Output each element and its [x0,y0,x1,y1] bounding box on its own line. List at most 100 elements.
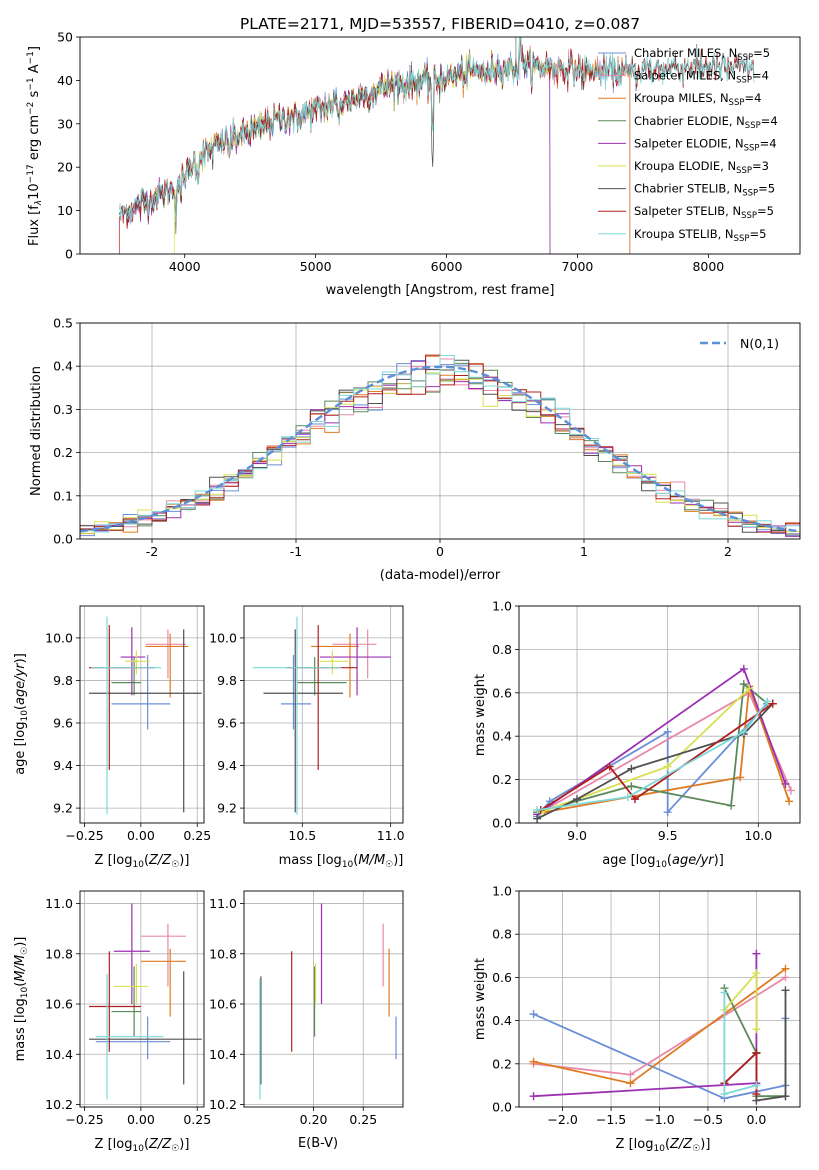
label-part: )] [714,853,724,868]
x-axis-label: Z [log10(Z/Z☉)] [95,1137,190,1154]
label-part: ( [13,982,28,987]
y-tick-label: 40 [57,73,73,88]
label-part: )] [13,653,28,663]
y-tick-label: 0.3 [53,402,73,417]
weight-marker [663,727,672,736]
ylabel-part: ] [27,46,42,51]
label-part: )] [393,853,403,868]
y-tick-label: 10.0 [45,630,73,645]
legend-subscript: SSP [736,76,752,86]
label-part: M/M [13,955,28,982]
weight-marker [781,1092,790,1101]
label-part: Z [log [95,853,133,868]
histogram-series [80,355,800,539]
legend-entry: Chabrier STELIB, NSSP=5 [634,182,775,199]
label-part: age [log [602,853,655,868]
axes-frame [79,605,205,824]
label-part: ☉ [385,860,393,870]
ylabel-part: 10 [27,183,42,200]
label-part: ☉ [171,860,179,870]
x-tick-label: 10.5 [288,828,316,843]
weight-line [536,700,769,811]
y-tick-label: 10.6 [45,997,73,1012]
axes-frame [79,322,801,540]
y-tick-label: 10 [57,203,73,218]
x-tick-label: 9.5 [658,828,678,843]
x-tick-label: 1 [580,544,588,559]
legend-subscript: SSP [736,166,752,176]
ylabel-part: −1 [26,51,36,64]
x-tick-label: −0.25 [65,1112,103,1127]
y-axis-label: mass [log10(M/M☉)] [13,937,30,1062]
weight-marker [529,1010,538,1019]
ylabel-part: λ [34,200,44,206]
x-tick-label: −1.5 [596,1112,626,1127]
legend-entry: Kroupa MILES, NSSP=4 [634,91,761,108]
y-tick-label: 10.8 [209,946,237,961]
weight-marker [781,973,790,982]
weight-line [540,702,774,811]
label-part: ( [667,853,672,868]
label-part: 10 [132,860,144,870]
y-tick-label: 0.1 [53,488,73,503]
legend-name: Kroupa STELIB, N [634,227,734,241]
weight-marker [752,1090,761,1099]
weight-marker [626,1079,635,1088]
weight-marker [786,786,795,795]
x-tick-label: 0 [436,544,444,559]
weight-marker [605,762,614,771]
weight-marker [763,697,772,706]
legend-entry: Salpeter MILES, NSSP=4 [634,69,769,86]
weight-marker [720,1090,729,1099]
x-tick-label: 0.25 [349,1112,377,1127]
y-tick-label: 9.8 [53,673,73,688]
weight-marker [626,1070,635,1079]
weight-marker [752,1081,761,1090]
spectrum-ylabel: Flux [fλ10−17 erg cm−2 s−1 A−1] [26,46,44,246]
x-tick-label: −2.0 [547,1112,577,1127]
y-tick-label: 9.6 [217,716,237,731]
label-part: mass [log [279,853,342,868]
label-part: mass [log [13,998,28,1061]
metallicity-weight-ylabel: mass weight [473,958,488,1040]
weight-marker [529,1057,538,1066]
mass-vs-extinction-panel: E(B-V) 0.20 0.25 10.2 10.4 10.6 10.8 11.0 [209,890,404,1151]
label-part: ☉ [692,1144,700,1154]
x-tick-label: −0.25 [65,828,103,843]
weight-marker [529,1092,538,1101]
label-part: Z/Z [148,1137,172,1152]
weight-marker [631,795,640,804]
legend-name: Salpeter MILES, N [634,69,736,83]
legend-subscript: SSP [729,98,745,108]
x-tick-label: -2 [146,544,158,559]
histogram-xlabel: (data-model)/error [380,568,501,583]
weight-line [536,702,774,820]
y-tick-label: 0.8 [492,642,512,657]
x-tick-label: 0.25 [183,828,211,843]
legend-entry: Chabrier MILES, NSSP=5 [634,46,770,63]
weight-marker [781,986,790,995]
x-axis-label: mass [log10(M/M☉)] [279,853,404,870]
legend-count: =5 [753,46,770,60]
y-tick-label: 10.8 [45,946,73,961]
weight-marker [720,988,729,997]
y-tick-label: 0.2 [492,772,512,787]
label-part: age/yr [13,662,28,705]
mass-weight-vs-age-panel: mass weight 9.0 9.5 10.0 0.0 0.2 0.4 0.6 0.8 1.0… [473,599,801,870]
y-tick-label: 0.6 [492,685,512,700]
label-part: 10 [132,1144,144,1154]
x-tick-label: 7000 [562,259,594,274]
y-tick-label: 0.0 [492,816,512,831]
y-tick-label: 30 [57,116,73,131]
weight-marker [768,699,777,708]
y-tick-label: 9.2 [53,801,73,816]
age-weight-ylabel: mass weight [473,674,488,756]
legend-entry: Salpeter STELIB, NSSP=5 [634,204,774,221]
x-tick-label: −0.5 [693,1112,723,1127]
label-part: ( [144,853,149,868]
axes-frame [243,605,404,824]
ylabel-part: erg cm [27,115,42,164]
x-tick-label: 11.0 [377,828,405,843]
